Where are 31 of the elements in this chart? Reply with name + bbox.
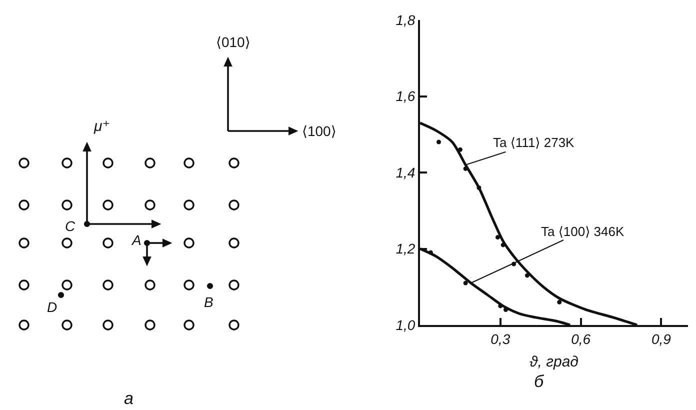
point: [458, 147, 462, 152]
point: [504, 308, 508, 312]
x-tick-label: 0,6: [571, 330, 591, 347]
point: [495, 235, 500, 240]
text: б: [534, 372, 545, 391]
point: [436, 140, 442, 144]
text: ⟨100⟩: [302, 123, 336, 139]
text: Ta ⟨111⟩ 273K: [493, 135, 575, 150]
y-tick-label: 1,0: [396, 316, 416, 333]
x-tick-label: 0,9: [651, 330, 672, 347]
point: [428, 250, 433, 255]
text: B: [204, 294, 214, 310]
point: [463, 280, 468, 286]
text: A: [131, 232, 142, 248]
y-tick-label: 1,4: [396, 164, 416, 180]
text: D: [47, 299, 58, 315]
point: [500, 242, 506, 248]
y-tick-label: 1,6: [396, 88, 416, 104]
point: [524, 273, 530, 278]
text: а: [124, 389, 134, 408]
x-tick-label: 0,3: [490, 330, 510, 347]
point: [476, 186, 482, 190]
text: C: [65, 218, 76, 234]
point: [463, 166, 468, 171]
point: [557, 300, 562, 304]
y-tick-label: 1,2: [396, 240, 416, 257]
text: ⟨010⟩: [216, 34, 250, 50]
y-tick-label: 1,8: [396, 12, 416, 28]
x-axis-title: ϑ, град: [530, 353, 578, 370]
text: Ta ⟨100⟩ 346K: [541, 224, 624, 239]
text: μ⁺: [93, 118, 110, 135]
